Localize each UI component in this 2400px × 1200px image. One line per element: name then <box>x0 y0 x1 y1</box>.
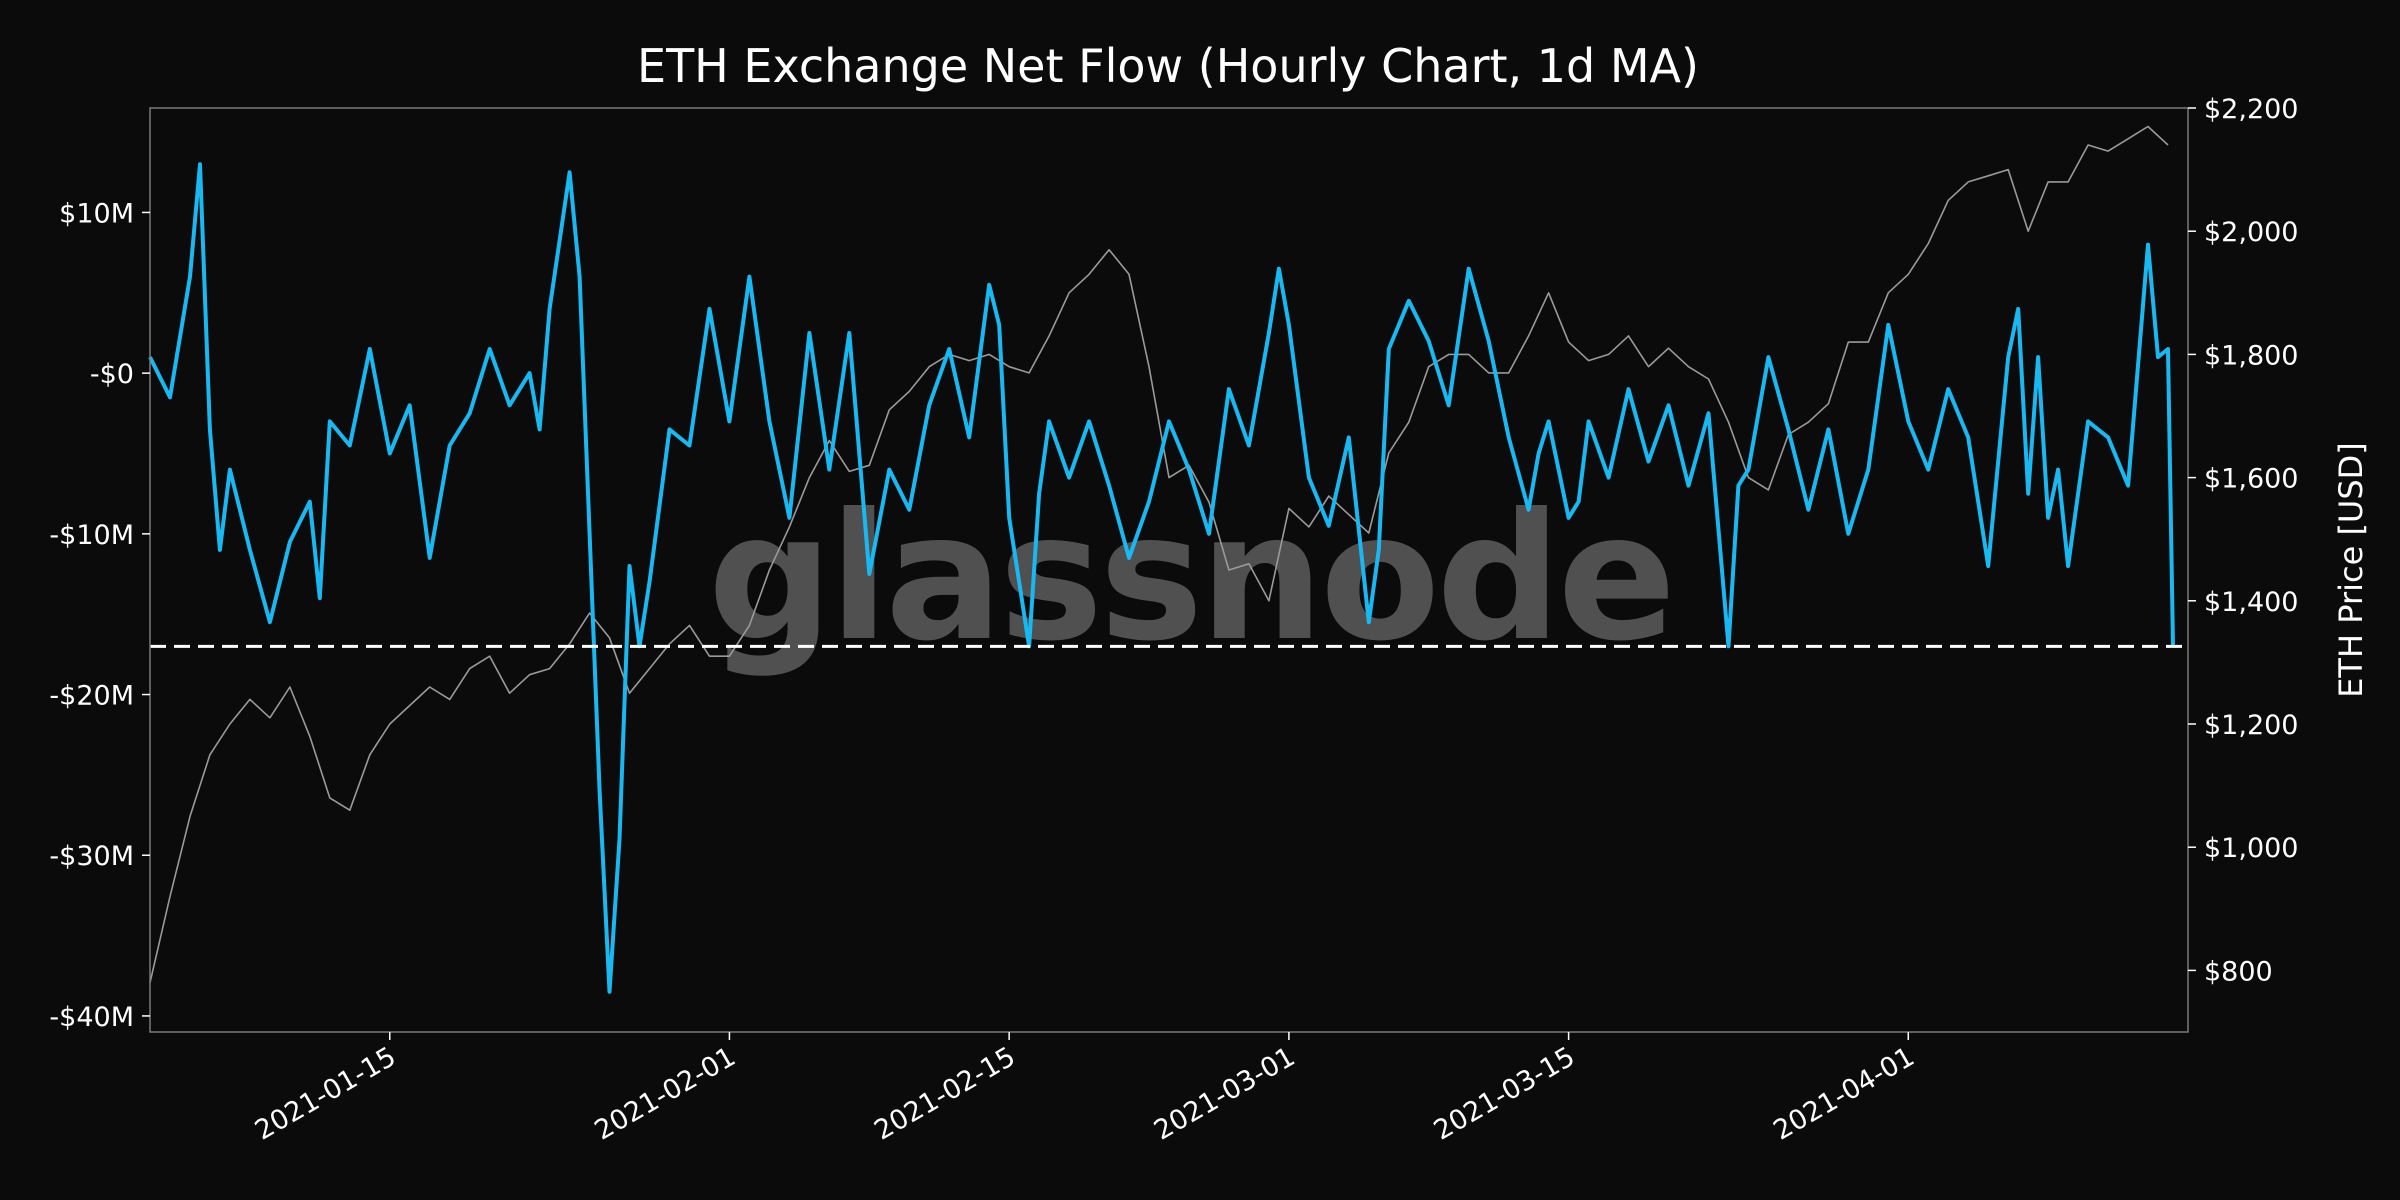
right-tick-label: $1,800 <box>2204 340 2298 371</box>
right-tick-label: $1,000 <box>2204 833 2298 864</box>
right-tick-label: $1,200 <box>2204 710 2298 741</box>
right-axis: $2,200 $2,000 $1,800 $1,600 $1,400 $1,200 $1,0… <box>2188 94 2298 987</box>
price-line <box>149 125 2169 983</box>
netflow-series-layer <box>148 162 2175 994</box>
plot-frame <box>149 107 2189 1033</box>
right-tick-label: $1,600 <box>2204 464 2298 495</box>
right-tick-label: $1,400 <box>2204 587 2298 618</box>
left-tick-label: -$30M <box>49 841 134 872</box>
right-axis-label: ETH Price [USD] <box>2332 442 2370 698</box>
left-tick-label: -$10M <box>49 520 134 551</box>
left-tick-label: -$20M <box>49 681 134 712</box>
right-tick-label: $2,000 <box>2204 217 2298 248</box>
right-tick-label: $800 <box>2204 956 2273 987</box>
left-tick-label: -$0 <box>90 359 134 390</box>
left-axis: $10M -$0 -$10M -$20M -$30M -$40M <box>49 198 150 1033</box>
price-series-layer <box>149 125 2169 983</box>
right-tick-label: $2,200 <box>2204 94 2298 125</box>
netflow-line <box>148 162 2175 994</box>
left-tick-label: -$40M <box>49 1002 134 1033</box>
left-tick-label: $10M <box>59 198 134 229</box>
chart-title: ETH Exchange Net Flow (Hourly Chart, 1d … <box>637 39 1699 93</box>
